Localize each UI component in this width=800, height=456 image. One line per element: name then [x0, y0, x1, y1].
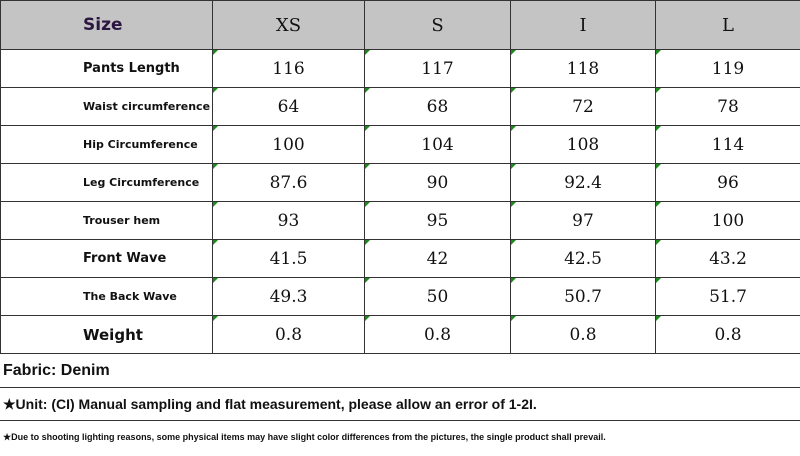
cell-value: 93 [212, 201, 365, 240]
table-row: Waist circumference 64 68 72 78 [0, 87, 800, 126]
cell-value: 92.4 [510, 163, 656, 202]
row-label: Front Wave [0, 239, 213, 278]
cell-value: 114 [655, 125, 800, 164]
cell-value: 100 [212, 125, 365, 164]
fabric-note: Fabric: Denim [0, 354, 800, 388]
header-row: Size XS S I L [0, 0, 800, 50]
header-size: Size [0, 0, 213, 50]
table-row: Pants Length 116 117 118 119 [0, 49, 800, 88]
cell-value: 78 [655, 87, 800, 126]
cell-value: 100 [655, 201, 800, 240]
cell-value: 108 [510, 125, 656, 164]
cell-value: 90 [364, 163, 511, 202]
cell-value: 0.8 [655, 315, 800, 354]
cell-value: 51.7 [655, 277, 800, 316]
cell-value: 104 [364, 125, 511, 164]
row-label: Weight [0, 315, 213, 354]
cell-value: 116 [212, 49, 365, 88]
table-row: Hip Circumference 100 104 108 114 [0, 125, 800, 164]
unit-note: ★Unit: (CI) Manual sampling and flat mea… [0, 388, 800, 421]
cell-value: 0.8 [212, 315, 365, 354]
cell-value: 118 [510, 49, 656, 88]
cell-value: 117 [364, 49, 511, 88]
row-label: Trouser hem [0, 201, 213, 240]
row-label: Leg Circumference [0, 163, 213, 202]
disclaimer-note: ★Due to shooting lighting reasons, some … [3, 432, 606, 442]
cell-value: 96 [655, 163, 800, 202]
header-l: L [655, 0, 800, 50]
cell-value: 42.5 [510, 239, 656, 278]
cell-value: 49.3 [212, 277, 365, 316]
table-row: Leg Circumference 87.6 90 92.4 96 [0, 163, 800, 202]
cell-value: 0.8 [364, 315, 511, 354]
row-label: Hip Circumference [0, 125, 213, 164]
cell-value: 43.2 [655, 239, 800, 278]
table-row: The Back Wave 49.3 50 50.7 51.7 [0, 277, 800, 316]
row-label: Waist circumference [0, 87, 213, 126]
cell-value: 41.5 [212, 239, 365, 278]
table-row: Weight 0.8 0.8 0.8 0.8 [0, 315, 800, 354]
header-xs: XS [212, 0, 365, 50]
row-label: Pants Length [0, 49, 213, 88]
table-row: Trouser hem 93 95 97 100 [0, 201, 800, 240]
cell-value: 0.8 [510, 315, 656, 354]
header-m: I [510, 0, 656, 50]
cell-value: 64 [212, 87, 365, 126]
cell-value: 68 [364, 87, 511, 126]
cell-value: 97 [510, 201, 656, 240]
cell-value: 50 [364, 277, 511, 316]
cell-value: 87.6 [212, 163, 365, 202]
cell-value: 72 [510, 87, 656, 126]
row-label: The Back Wave [0, 277, 213, 316]
cell-value: 42 [364, 239, 511, 278]
size-chart-table: Size XS S I L Pants Length 116 117 118 119 Wa… [0, 0, 800, 354]
cell-value: 50.7 [510, 277, 656, 316]
cell-value: 119 [655, 49, 800, 88]
header-s: S [364, 0, 511, 50]
table-row: Front Wave 41.5 42 42.5 43.2 [0, 239, 800, 278]
cell-value: 95 [364, 201, 511, 240]
